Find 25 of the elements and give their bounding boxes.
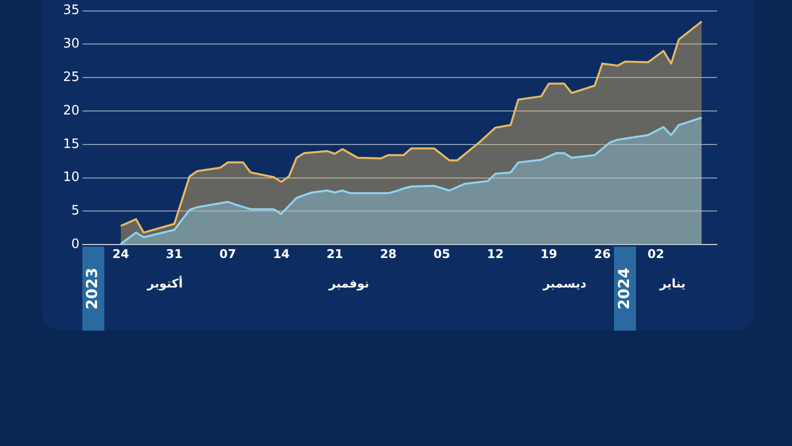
x-tick-label: 14 [272, 246, 290, 261]
text: أكتوبر [146, 276, 183, 291]
text: 2024 [614, 268, 633, 310]
x-tick-label: 26 [594, 246, 611, 261]
x-tick-label: 07 [219, 246, 236, 261]
y-tick-label: 5 [71, 204, 80, 219]
x-tick-label: 31 [166, 246, 183, 261]
x-tick-label: 21 [326, 246, 344, 261]
x-tick-label: 02 [647, 246, 664, 261]
x-tick-label: 05 [433, 246, 450, 261]
y-tick-label: 30 [62, 36, 80, 52]
y-tick-label: 0 [71, 236, 80, 252]
x-tick-label: 24 [112, 246, 130, 261]
text: ديسمبر [542, 276, 586, 291]
y-tick-label: 20 [62, 103, 80, 118]
x-tick-label: 28 [380, 246, 397, 261]
y-tick-label: 15 [62, 136, 80, 152]
x-tick-label: 19 [540, 246, 558, 261]
text: نوفمبر [328, 276, 370, 291]
text: يناير [658, 276, 686, 291]
text: 2023 [83, 268, 102, 310]
y-tick-label: 35 [62, 3, 80, 18]
x-tick-label: 12 [486, 246, 504, 261]
y-tick-label: 10 [62, 170, 80, 186]
y-tick-label: 25 [62, 70, 80, 85]
